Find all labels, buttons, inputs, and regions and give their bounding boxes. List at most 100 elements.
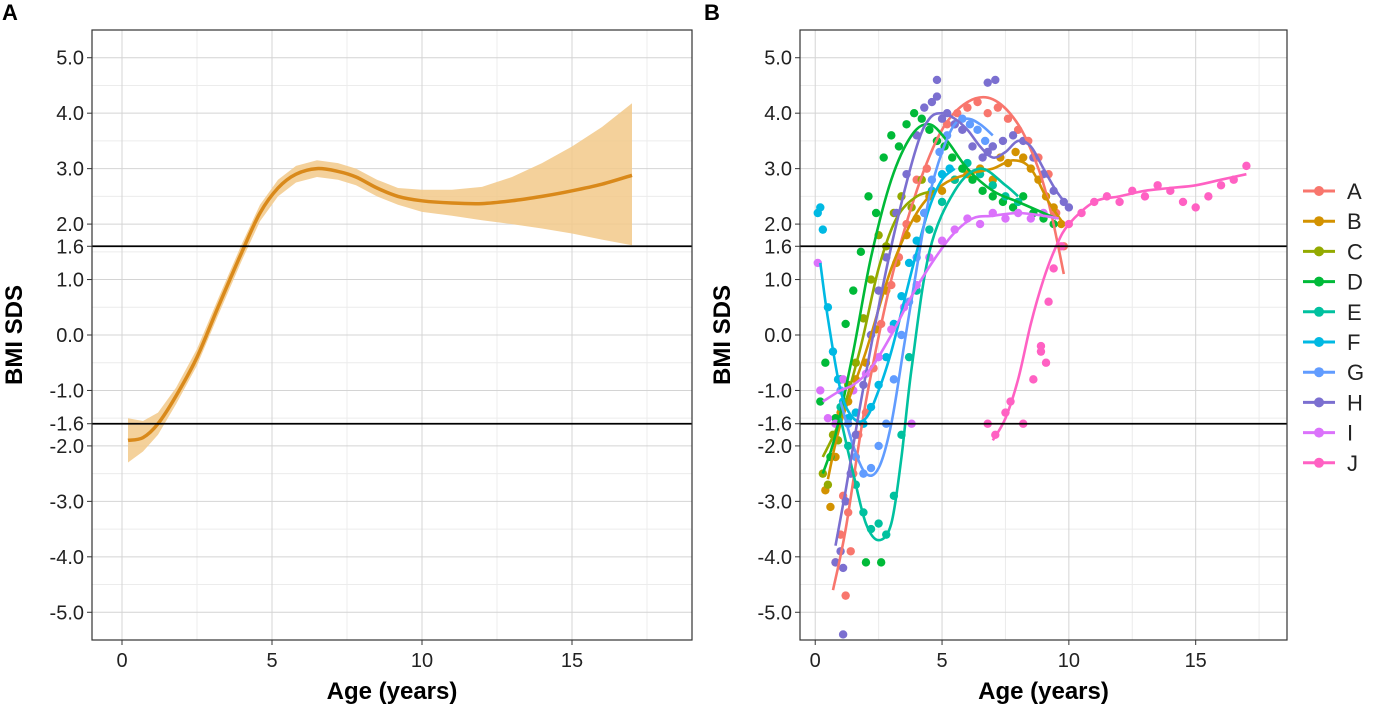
legend-label: H [1347, 390, 1363, 415]
y-tick-label: 2.0 [764, 214, 792, 236]
legend-item-G: G [1303, 360, 1364, 385]
panel-label-a: A [2, 0, 18, 25]
data-point [871, 208, 881, 218]
legend-key-point [1314, 216, 1324, 227]
series-C [818, 175, 937, 489]
trend-line-G [839, 117, 994, 477]
y-tick-label: 4.0 [764, 103, 792, 125]
data-point [841, 591, 850, 600]
data-point [1204, 192, 1213, 201]
data-point [904, 258, 914, 268]
x-tick-label: 0 [810, 650, 821, 672]
data-point [841, 319, 850, 329]
data-point [968, 142, 977, 151]
data-point [1178, 197, 1188, 207]
data-point [856, 247, 866, 257]
data-point [1216, 181, 1226, 190]
data-point [838, 630, 848, 639]
legend-label: F [1347, 330, 1360, 355]
data-point [1153, 181, 1162, 190]
data-point [1140, 192, 1150, 201]
data-point [1041, 358, 1051, 367]
data-point [975, 219, 985, 229]
legend-label: J [1347, 451, 1358, 476]
data-point [993, 103, 1003, 112]
data-point [937, 197, 947, 207]
y-tick-label: -3.0 [758, 491, 792, 513]
data-point [963, 103, 972, 112]
y-tick-label: -2.0 [758, 436, 792, 458]
y-axis-title: BMI SDS [709, 285, 736, 385]
legend-label: A [1347, 179, 1362, 204]
y-tick-label: -5.0 [50, 602, 84, 624]
data-point [1191, 203, 1200, 212]
data-point [823, 413, 833, 423]
data-point [980, 136, 990, 146]
trend-line-E [839, 167, 1019, 542]
x-axis-title: Age (years) [327, 678, 458, 705]
data-point [887, 131, 896, 140]
data-point [937, 186, 947, 196]
data-point [1049, 264, 1058, 273]
trend-line-J [991, 172, 1247, 442]
data-point [876, 558, 886, 567]
data-point [864, 192, 873, 201]
y-tick-label: -2.0 [50, 436, 84, 458]
data-point [1044, 297, 1053, 306]
legend-key-point [1314, 457, 1324, 468]
data-point [1003, 114, 1013, 123]
mean-line [127, 166, 633, 443]
legend-item-H: H [1303, 390, 1363, 415]
data-point [849, 286, 858, 295]
data-point [816, 386, 825, 395]
data-point [937, 114, 947, 123]
data-point [998, 136, 1008, 146]
legend-item-D: D [1303, 270, 1363, 295]
data-point [894, 142, 904, 151]
legend-key-point [1314, 276, 1324, 287]
data-point [838, 563, 848, 573]
legend-label: C [1347, 239, 1363, 264]
y-tick-label: -1.6 [758, 414, 792, 436]
legend-item-E: E [1303, 300, 1362, 325]
data-point [978, 153, 987, 162]
x-tick-label: 10 [411, 650, 433, 672]
data-point [988, 181, 997, 190]
plot-marks-a [127, 103, 633, 463]
data-point [920, 103, 929, 112]
legend-label: B [1347, 209, 1362, 234]
data-point [838, 375, 848, 384]
x-tick-label: 5 [266, 650, 277, 672]
data-point [983, 78, 992, 87]
legend-item-C: C [1303, 239, 1363, 264]
data-point [816, 397, 825, 406]
plot-marks-b [813, 75, 1251, 639]
y-tick-label: 5.0 [56, 48, 84, 70]
data-point [1115, 197, 1124, 207]
y-tick-label: -3.0 [50, 491, 84, 513]
data-point [904, 352, 914, 362]
trend-line-A [831, 95, 1066, 591]
y-tick-label: 0.0 [56, 325, 84, 347]
data-point [1001, 214, 1010, 223]
y-tick-label: -4.0 [758, 547, 792, 569]
panel-b-chart: 5.0 4.0 3.0 2.01.6 1.0 0.0 -1.0 -1.6-2.0 -3.0 -4.… [709, 29, 1288, 705]
data-point [932, 75, 942, 85]
data-point [1029, 375, 1038, 384]
x-tick-label: 15 [1185, 650, 1207, 672]
y-tick-label: -1.0 [758, 380, 792, 402]
data-point [1011, 147, 1020, 157]
y-tick-label: -5.0 [758, 602, 792, 624]
data-point [879, 153, 888, 162]
data-point [816, 203, 825, 212]
trend-line-I [822, 211, 1059, 403]
y-tick-label: 0.0 [764, 325, 792, 347]
data-point [826, 502, 835, 512]
trend-line-F [819, 167, 956, 423]
legend-label: G [1347, 360, 1364, 385]
data-point [861, 558, 871, 567]
data-point [1019, 153, 1028, 162]
legend-item-A: A [1303, 179, 1362, 204]
data-point [897, 330, 906, 340]
x-axis-title: Age (years) [978, 678, 1109, 705]
